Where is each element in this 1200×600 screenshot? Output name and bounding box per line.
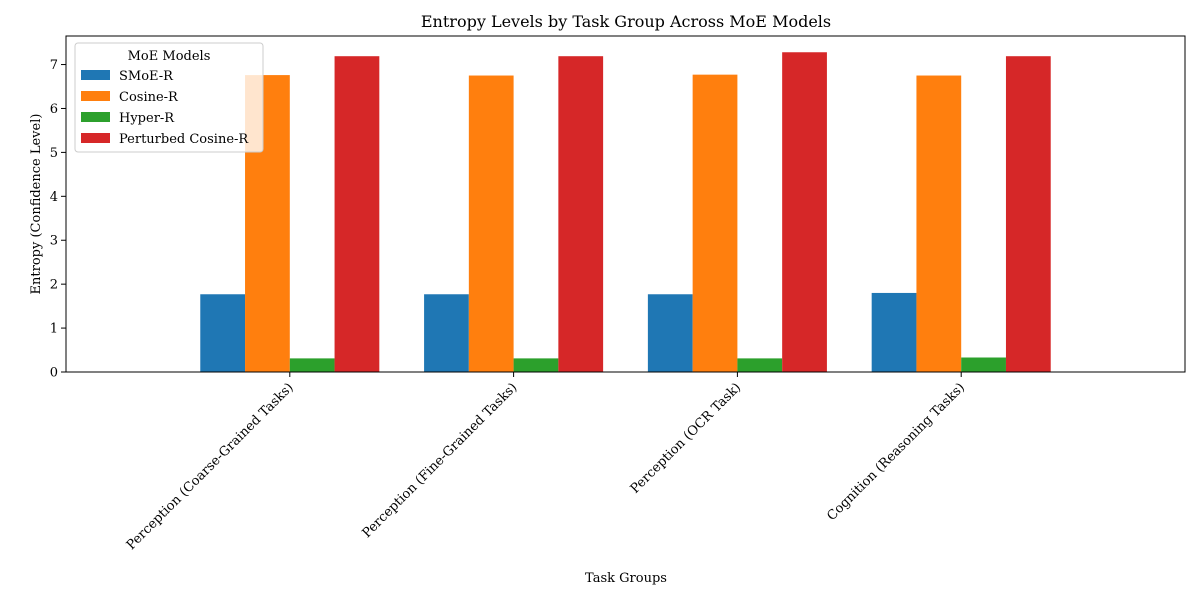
bar [692,74,738,373]
bar [334,56,380,373]
bar [782,52,827,373]
legend-box [74,42,264,153]
x-tick-label: Cognition (Reasoning Tasks) [824,380,968,524]
y-tick-label: 3 [50,234,58,249]
x-tick-label: Perception (Fine-Grained Tasks) [360,380,521,541]
y-tick-label: 0 [50,366,58,381]
bar [468,75,514,372]
bar [558,56,604,373]
y-tick-label: 4 [50,190,58,205]
y-tick-label: 5 [50,146,58,161]
legend: MoE Models SMoE-R Cosine-R Hyper-R Perturbe… [74,42,264,153]
bar [289,358,335,372]
y-tick-label: 1 [50,322,58,337]
y-tick-label: 2 [50,278,58,293]
bar [1005,56,1051,373]
bar [871,292,917,372]
legend-swatch [81,70,110,80]
legend-swatch [81,112,110,122]
y-axis: 0 1 2 3 4 5 6 7 [50,58,66,381]
bar [647,294,693,372]
bar [961,357,1006,372]
bar [737,358,783,372]
bar [916,75,962,372]
legend-items: SMoE-R Cosine-R Hyper-R Perturbed Cosine-R [81,69,249,147]
plot-frame [65,35,1186,373]
legend-label: SMoE-R [119,69,174,84]
x-tick-label: Perception (Coarse-Grained Tasks) [124,380,297,553]
bar [513,358,559,372]
legend-title: MoE Models [128,49,211,64]
legend-label: Perturbed Cosine-R [119,132,249,147]
bars [200,52,1051,373]
legend-swatch [81,133,110,143]
legend-swatch [81,91,110,101]
bar [200,294,246,372]
x-axis: Perception (Coarse-Grained Tasks) Percept… [124,372,968,553]
bar [424,294,469,372]
legend-label: Hyper-R [119,111,175,126]
y-tick-label: 7 [50,58,58,73]
x-tick-label: Perception (OCR Task) [628,380,744,496]
y-tick-label: 6 [50,102,58,117]
x-axis-label: Task Groups [585,571,667,586]
y-axis-label: Entropy (Confidence Level) [29,114,44,295]
legend-label: Cosine-R [119,90,179,105]
chart-title: Entropy Levels by Task Group Across MoE … [421,12,831,31]
